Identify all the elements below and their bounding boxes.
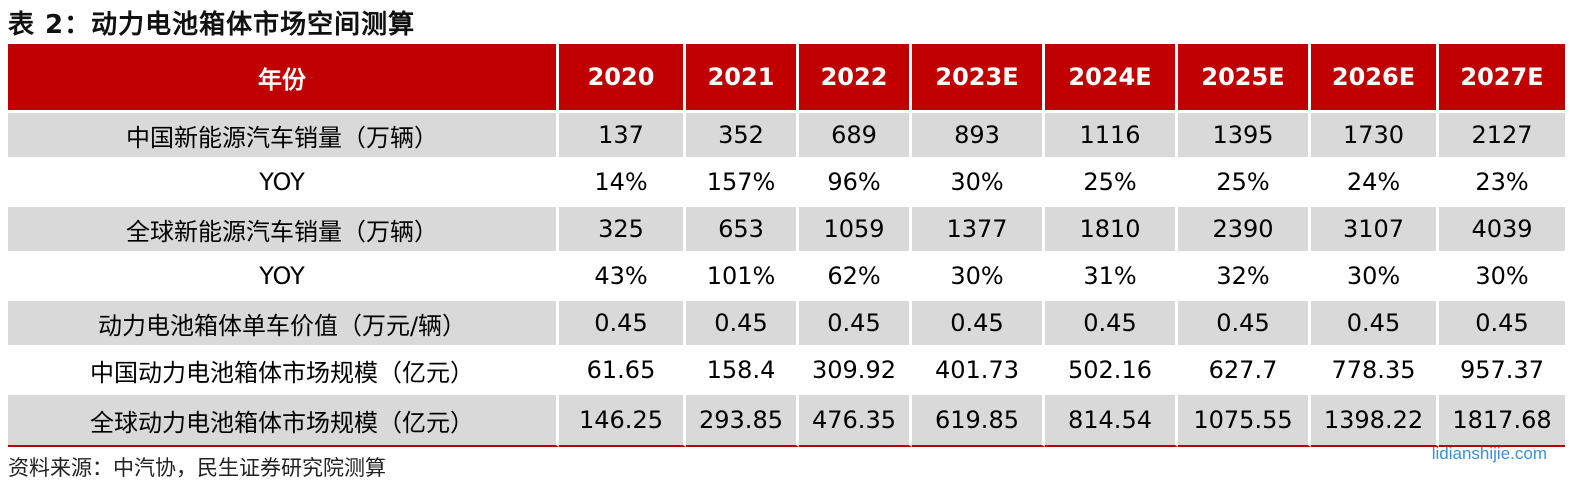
table-cell: 1377 <box>912 207 1045 254</box>
table-row: 动力电池箱体单车价值（万元/辆） 0.45 0.45 0.45 0.45 0.45 0.45… <box>8 301 1565 348</box>
table-cell: 1395 <box>1178 113 1311 160</box>
table-cell: 137 <box>559 113 686 160</box>
row-label: 全球新能源汽车销量（万辆） <box>8 207 559 254</box>
table-cell: 62% <box>799 254 912 301</box>
table-cell: 1075.55 <box>1178 395 1311 447</box>
table-row: YOY 43% 101% 62% 30% 31% 32% 30% 30% <box>8 254 1565 301</box>
row-label: 全球动力电池箱体市场规模（亿元） <box>8 395 559 447</box>
watermark: lidianshijie.com <box>1431 444 1547 463</box>
table-cell: 4039 <box>1439 207 1565 254</box>
table-cell: 0.45 <box>799 301 912 348</box>
header-cell-year: 年份 <box>8 44 559 113</box>
header-cell: 2027E <box>1439 44 1565 113</box>
table-cell: 30% <box>912 160 1045 207</box>
row-label: YOY <box>8 254 559 301</box>
row-label: 中国动力电池箱体市场规模（亿元） <box>8 348 559 395</box>
table-cell: 627.7 <box>1178 348 1311 395</box>
table-cell: 476.35 <box>799 395 912 447</box>
source-note: 资料来源：中汽协，民生证券研究院测算 <box>8 456 386 480</box>
table-cell: 1116 <box>1045 113 1178 160</box>
header-cell: 2023E <box>912 44 1045 113</box>
table-cell: 146.25 <box>559 395 686 447</box>
market-size-table: 年份 2020 2021 2022 2023E 2024E 2025E 2026… <box>8 44 1565 447</box>
header-cell: 2022 <box>799 44 912 113</box>
row-label: YOY <box>8 160 559 207</box>
table-cell: 61.65 <box>559 348 686 395</box>
table-title: 表 2：动力电池箱体市场空间测算 <box>8 10 416 40</box>
table-cell: 25% <box>1045 160 1178 207</box>
table-cell: 0.45 <box>1311 301 1439 348</box>
table-cell: 0.45 <box>912 301 1045 348</box>
table-cell: 352 <box>686 113 799 160</box>
table-cell: 96% <box>799 160 912 207</box>
table-cell: 0.45 <box>686 301 799 348</box>
table-cell: 43% <box>559 254 686 301</box>
table-cell: 32% <box>1178 254 1311 301</box>
table-cell: 619.85 <box>912 395 1045 447</box>
header-cell: 2026E <box>1311 44 1439 113</box>
row-label: 中国新能源汽车销量（万辆） <box>8 113 559 160</box>
table-cell: 158.4 <box>686 348 799 395</box>
table-cell: 0.45 <box>1045 301 1178 348</box>
table-cell: 31% <box>1045 254 1178 301</box>
table-cell: 24% <box>1311 160 1439 207</box>
table-cell: 2127 <box>1439 113 1565 160</box>
table-row: YOY 14% 157% 96% 30% 25% 25% 24% 23% <box>8 160 1565 207</box>
header-cell: 2020 <box>559 44 686 113</box>
table-cell: 1059 <box>799 207 912 254</box>
table-cell: 401.73 <box>912 348 1045 395</box>
table-cell: 2390 <box>1178 207 1311 254</box>
table-cell: 325 <box>559 207 686 254</box>
table-cell: 3107 <box>1311 207 1439 254</box>
table-cell: 1810 <box>1045 207 1178 254</box>
table-cell: 293.85 <box>686 395 799 447</box>
table-cell: 1817.68 <box>1439 395 1565 447</box>
header-row: 年份 2020 2021 2022 2023E 2024E 2025E 2026… <box>8 44 1565 113</box>
table-cell: 778.35 <box>1311 348 1439 395</box>
table-cell: 30% <box>912 254 1045 301</box>
table-cell: 101% <box>686 254 799 301</box>
table-row: 全球动力电池箱体市场规模（亿元） 146.25 293.85 476.35 619.85… <box>8 395 1565 447</box>
table-cell: 653 <box>686 207 799 254</box>
table-cell: 30% <box>1439 254 1565 301</box>
table-cell: 1398.22 <box>1311 395 1439 447</box>
table-row: 全球新能源汽车销量（万辆） 325 653 1059 1377 1810 2390 3107 4… <box>8 207 1565 254</box>
table-cell: 23% <box>1439 160 1565 207</box>
table-cell: 689 <box>799 113 912 160</box>
table-row: 中国新能源汽车销量（万辆） 137 352 689 893 1116 1395 1730 212… <box>8 113 1565 160</box>
table-cell: 14% <box>559 160 686 207</box>
table-cell: 814.54 <box>1045 395 1178 447</box>
header-cell: 2021 <box>686 44 799 113</box>
table-cell: 25% <box>1178 160 1311 207</box>
table-cell: 893 <box>912 113 1045 160</box>
table-cell: 309.92 <box>799 348 912 395</box>
table-cell: 30% <box>1311 254 1439 301</box>
table-cell: 0.45 <box>559 301 686 348</box>
header-cell: 2025E <box>1178 44 1311 113</box>
row-label: 动力电池箱体单车价值（万元/辆） <box>8 301 559 348</box>
table-row: 中国动力电池箱体市场规模（亿元） 61.65 158.4 309.92 401.73 50… <box>8 348 1565 395</box>
table-cell: 502.16 <box>1045 348 1178 395</box>
table-cell: 957.37 <box>1439 348 1565 395</box>
header-cell: 2024E <box>1045 44 1178 113</box>
table-cell: 1730 <box>1311 113 1439 160</box>
table-cell: 0.45 <box>1439 301 1565 348</box>
table-cell: 0.45 <box>1178 301 1311 348</box>
table-cell: 157% <box>686 160 799 207</box>
